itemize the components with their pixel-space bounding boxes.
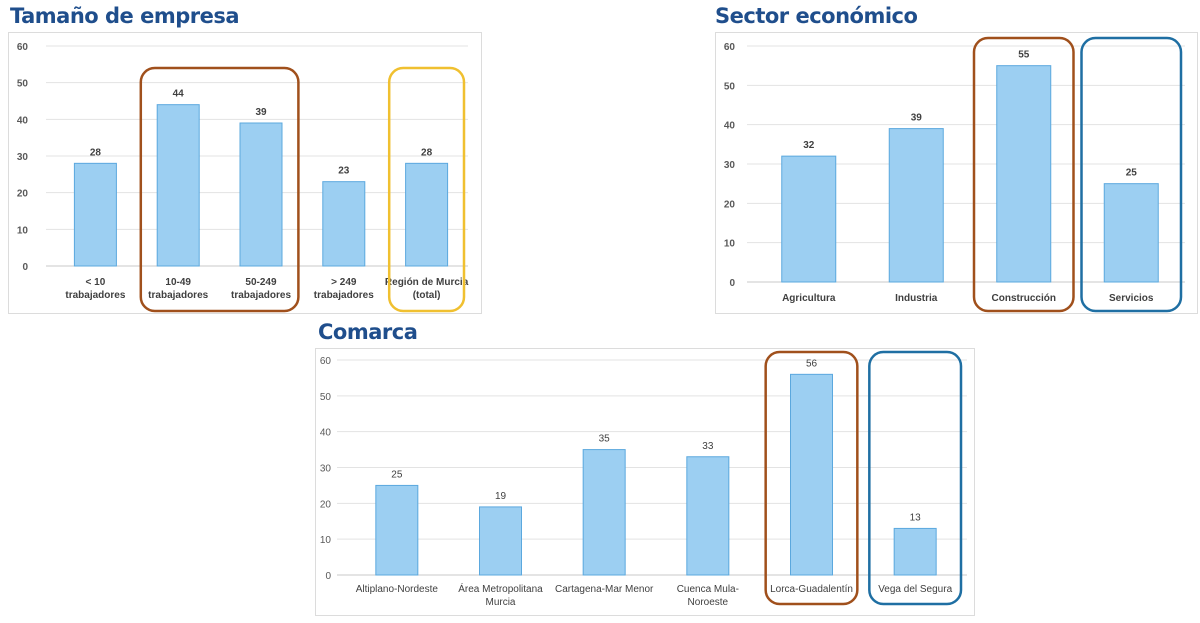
data-label: 13 <box>910 512 922 523</box>
bar <box>73 162 117 267</box>
data-label: 44 <box>173 89 185 100</box>
data-label: 28 <box>421 147 433 158</box>
data-label: 35 <box>599 434 611 445</box>
bar <box>888 128 944 283</box>
bar <box>781 155 837 283</box>
bar <box>582 449 626 576</box>
highlight-box <box>139 66 300 313</box>
x-tick-label: Construcción <box>992 293 1056 304</box>
economic-sector-chart: 0 10 20 30 40 50 60 32 Agricultura 39 Industria 55 C… <box>715 32 1198 314</box>
x-tick-label: Noroeste <box>688 597 729 608</box>
x-tick-label: Cuenca Mula- <box>677 584 739 595</box>
data-label: 55 <box>1018 50 1030 61</box>
x-tick-label: Lorca-Guadalentín <box>770 584 853 595</box>
data-label: 19 <box>495 491 507 502</box>
bar <box>686 456 730 576</box>
x-tick-label: 50-249 <box>245 277 277 288</box>
chart-frame <box>315 348 975 616</box>
x-tick-label: Vega del Segura <box>878 584 952 595</box>
y-tick-label: 60 <box>320 356 332 367</box>
x-tick-label: Industria <box>895 293 938 304</box>
data-label: 39 <box>911 113 923 124</box>
company-size-chart: 0 10 20 30 40 50 60 28 < 10 trabajadores 44 10-49 tr… <box>8 32 482 314</box>
highlight-box <box>387 66 466 313</box>
company-size-title: Tamaño de empresa <box>10 4 240 28</box>
y-tick-label: 10 <box>17 225 29 236</box>
y-tick-label: 0 <box>325 571 331 582</box>
comarca-title: Comarca <box>318 320 418 344</box>
y-tick-label: 20 <box>320 499 332 510</box>
bar <box>375 484 419 576</box>
data-label: 25 <box>391 469 403 480</box>
y-tick-label: 30 <box>17 152 29 163</box>
x-tick-label: trabajadores <box>231 290 291 301</box>
x-tick-label: 10-49 <box>165 277 191 288</box>
y-tick-label: 0 <box>729 278 735 289</box>
bar <box>405 162 449 267</box>
bar <box>790 373 833 576</box>
y-tick-label: 20 <box>724 199 736 210</box>
y-tick-label: 0 <box>22 262 28 273</box>
bar <box>156 104 200 267</box>
bar <box>479 506 522 576</box>
x-tick-label: Murcia <box>485 597 515 608</box>
y-tick-label: 20 <box>17 189 29 200</box>
x-tick-label: Servicios <box>1109 293 1154 304</box>
y-tick-label: 50 <box>320 392 332 403</box>
data-label: 25 <box>1126 168 1138 179</box>
y-tick-label: 40 <box>320 428 332 439</box>
x-tick-label: trabajadores <box>148 290 208 301</box>
y-tick-label: 40 <box>724 121 736 132</box>
bar <box>322 181 366 267</box>
data-label: 32 <box>803 140 815 151</box>
bar <box>996 65 1052 283</box>
x-tick-label: Región de Murcia <box>385 277 469 288</box>
data-label: 56 <box>806 358 818 369</box>
y-tick-label: 30 <box>724 160 736 171</box>
x-tick-label: Altiplano-Nordeste <box>356 584 439 595</box>
data-label: 23 <box>338 166 350 177</box>
x-tick-label: Agricultura <box>782 293 836 304</box>
y-tick-label: 60 <box>17 42 29 53</box>
x-tick-label: > 249 <box>331 277 357 288</box>
y-tick-label: 50 <box>724 81 736 92</box>
highlight-box <box>868 350 963 606</box>
bar <box>239 122 283 267</box>
x-tick-label: Área Metropolitana <box>458 582 543 595</box>
y-tick-label: 10 <box>724 239 736 250</box>
data-label: 39 <box>255 107 267 118</box>
y-tick-label: 60 <box>724 42 736 53</box>
x-tick-label: Cartagena-Mar Menor <box>555 584 654 595</box>
comarca-chart: 0 10 20 30 40 50 60 25 Altiplano-Nordeste 19 Área … <box>315 348 975 616</box>
x-tick-label: (total) <box>413 290 441 301</box>
bar <box>893 527 937 576</box>
y-tick-label: 50 <box>17 79 29 90</box>
y-tick-label: 10 <box>320 535 332 546</box>
x-tick-label: trabajadores <box>65 290 125 301</box>
y-tick-label: 30 <box>320 464 332 475</box>
economic-sector-title: Sector económico <box>715 4 918 28</box>
data-label: 28 <box>90 147 102 158</box>
data-label: 33 <box>702 441 714 452</box>
highlight-box <box>764 350 859 606</box>
bar <box>1103 183 1159 283</box>
x-tick-label: < 10 <box>86 277 106 288</box>
highlight-box <box>972 36 1075 313</box>
highlight-box <box>1080 36 1183 313</box>
y-tick-label: 40 <box>17 115 29 126</box>
x-tick-label: trabajadores <box>314 290 374 301</box>
